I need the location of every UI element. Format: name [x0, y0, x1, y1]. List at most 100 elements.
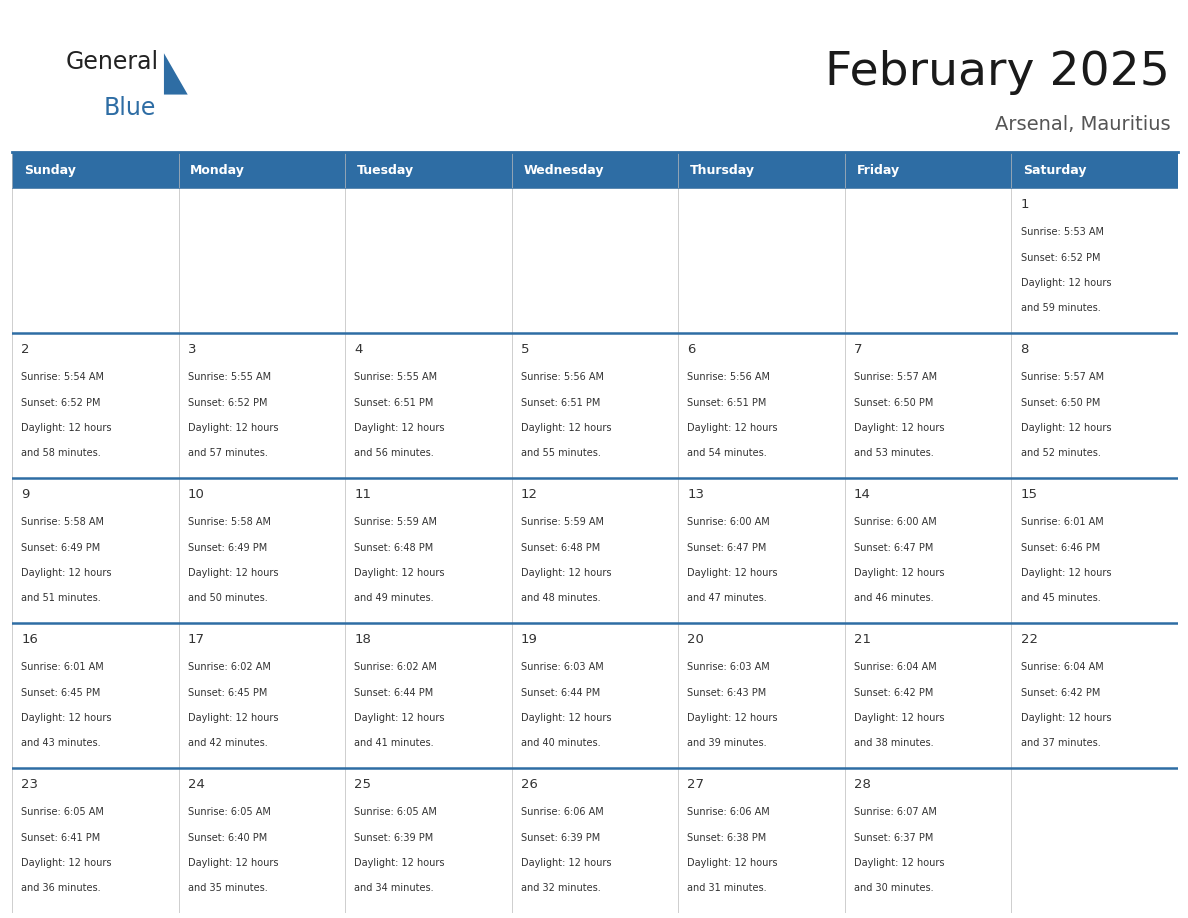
Text: and 37 minutes.: and 37 minutes.: [1020, 738, 1100, 748]
Bar: [512, 153, 678, 188]
Text: Sunset: 6:42 PM: Sunset: 6:42 PM: [854, 688, 934, 698]
Text: Daylight: 12 hours: Daylight: 12 hours: [688, 568, 778, 578]
Text: Sunset: 6:44 PM: Sunset: 6:44 PM: [354, 688, 434, 698]
Bar: [1011, 478, 1178, 623]
Text: Sunrise: 6:04 AM: Sunrise: 6:04 AM: [854, 662, 937, 672]
Text: Sunset: 6:52 PM: Sunset: 6:52 PM: [188, 397, 267, 408]
Bar: [178, 768, 346, 913]
Text: and 32 minutes.: and 32 minutes.: [520, 883, 601, 893]
Text: Sunrise: 6:01 AM: Sunrise: 6:01 AM: [1020, 517, 1104, 527]
Text: Sunrise: 5:56 AM: Sunrise: 5:56 AM: [688, 372, 771, 382]
Text: 1: 1: [1020, 198, 1029, 211]
Bar: [178, 188, 346, 333]
Bar: [12, 153, 178, 188]
Bar: [346, 623, 512, 768]
Text: 18: 18: [354, 633, 371, 646]
Text: Daylight: 12 hours: Daylight: 12 hours: [520, 568, 612, 578]
Text: Sunrise: 6:00 AM: Sunrise: 6:00 AM: [854, 517, 937, 527]
Text: Sunrise: 6:02 AM: Sunrise: 6:02 AM: [354, 662, 437, 672]
Text: Sunrise: 5:59 AM: Sunrise: 5:59 AM: [354, 517, 437, 527]
Bar: [346, 478, 512, 623]
Text: Sunset: 6:39 PM: Sunset: 6:39 PM: [354, 833, 434, 843]
Text: Daylight: 12 hours: Daylight: 12 hours: [688, 713, 778, 722]
Text: Daylight: 12 hours: Daylight: 12 hours: [354, 423, 444, 433]
Text: Daylight: 12 hours: Daylight: 12 hours: [854, 713, 944, 722]
Text: 8: 8: [1020, 343, 1029, 356]
Text: 23: 23: [21, 778, 38, 791]
Bar: [12, 623, 178, 768]
Bar: [678, 333, 845, 478]
Text: Daylight: 12 hours: Daylight: 12 hours: [1020, 568, 1111, 578]
Text: and 58 minutes.: and 58 minutes.: [21, 448, 101, 458]
Text: 12: 12: [520, 488, 538, 501]
Text: Sunset: 6:39 PM: Sunset: 6:39 PM: [520, 833, 600, 843]
Text: and 59 minutes.: and 59 minutes.: [1020, 303, 1100, 313]
Text: and 45 minutes.: and 45 minutes.: [1020, 593, 1100, 603]
Text: 13: 13: [688, 488, 704, 501]
Text: 22: 22: [1020, 633, 1037, 646]
Text: General: General: [65, 50, 158, 74]
Text: and 53 minutes.: and 53 minutes.: [854, 448, 934, 458]
Bar: [512, 188, 678, 333]
Text: 5: 5: [520, 343, 530, 356]
Text: Tuesday: Tuesday: [356, 164, 413, 177]
Bar: [1011, 333, 1178, 478]
Text: Daylight: 12 hours: Daylight: 12 hours: [520, 423, 612, 433]
Text: 2: 2: [21, 343, 30, 356]
Bar: [678, 623, 845, 768]
Text: Sunrise: 5:57 AM: Sunrise: 5:57 AM: [854, 372, 937, 382]
Text: and 30 minutes.: and 30 minutes.: [854, 883, 934, 893]
Text: Sunset: 6:45 PM: Sunset: 6:45 PM: [21, 688, 101, 698]
Text: Daylight: 12 hours: Daylight: 12 hours: [520, 713, 612, 722]
Text: Daylight: 12 hours: Daylight: 12 hours: [1020, 423, 1111, 433]
Text: Sunset: 6:47 PM: Sunset: 6:47 PM: [854, 543, 934, 553]
Text: Daylight: 12 hours: Daylight: 12 hours: [21, 713, 112, 722]
Text: and 39 minutes.: and 39 minutes.: [688, 738, 767, 748]
Text: Sunrise: 6:04 AM: Sunrise: 6:04 AM: [1020, 662, 1104, 672]
Text: and 36 minutes.: and 36 minutes.: [21, 883, 101, 893]
Text: and 50 minutes.: and 50 minutes.: [188, 593, 267, 603]
Text: Sunset: 6:40 PM: Sunset: 6:40 PM: [188, 833, 267, 843]
Text: 6: 6: [688, 343, 696, 356]
Bar: [346, 333, 512, 478]
Text: Sunrise: 6:00 AM: Sunrise: 6:00 AM: [688, 517, 770, 527]
Bar: [512, 623, 678, 768]
Text: Sunset: 6:48 PM: Sunset: 6:48 PM: [520, 543, 600, 553]
Text: Friday: Friday: [857, 164, 899, 177]
Text: 14: 14: [854, 488, 871, 501]
Text: Sunset: 6:51 PM: Sunset: 6:51 PM: [354, 397, 434, 408]
Text: and 56 minutes.: and 56 minutes.: [354, 448, 434, 458]
Text: Daylight: 12 hours: Daylight: 12 hours: [21, 568, 112, 578]
Text: Daylight: 12 hours: Daylight: 12 hours: [188, 423, 278, 433]
Text: Daylight: 12 hours: Daylight: 12 hours: [21, 858, 112, 868]
Text: Daylight: 12 hours: Daylight: 12 hours: [520, 858, 612, 868]
Text: and 31 minutes.: and 31 minutes.: [688, 883, 767, 893]
Text: Thursday: Thursday: [690, 164, 754, 177]
Bar: [678, 478, 845, 623]
Text: 28: 28: [854, 778, 871, 791]
Text: and 49 minutes.: and 49 minutes.: [354, 593, 434, 603]
Text: Sunset: 6:42 PM: Sunset: 6:42 PM: [1020, 688, 1100, 698]
Text: and 57 minutes.: and 57 minutes.: [188, 448, 267, 458]
Text: and 54 minutes.: and 54 minutes.: [688, 448, 767, 458]
Text: Sunset: 6:49 PM: Sunset: 6:49 PM: [21, 543, 101, 553]
Text: Saturday: Saturday: [1023, 164, 1087, 177]
Text: 7: 7: [854, 343, 862, 356]
Text: 11: 11: [354, 488, 372, 501]
Text: and 34 minutes.: and 34 minutes.: [354, 883, 434, 893]
Text: and 47 minutes.: and 47 minutes.: [688, 593, 767, 603]
Text: Sunrise: 5:55 AM: Sunrise: 5:55 AM: [188, 372, 271, 382]
Bar: [12, 478, 178, 623]
Text: 9: 9: [21, 488, 30, 501]
Text: and 42 minutes.: and 42 minutes.: [188, 738, 267, 748]
Text: Daylight: 12 hours: Daylight: 12 hours: [354, 713, 444, 722]
Bar: [1011, 153, 1178, 188]
Text: Sunrise: 6:05 AM: Sunrise: 6:05 AM: [21, 807, 105, 817]
Text: Monday: Monday: [190, 164, 245, 177]
Text: Sunrise: 5:58 AM: Sunrise: 5:58 AM: [21, 517, 105, 527]
Bar: [178, 153, 346, 188]
Text: Sunset: 6:46 PM: Sunset: 6:46 PM: [1020, 543, 1100, 553]
Text: Sunset: 6:50 PM: Sunset: 6:50 PM: [854, 397, 934, 408]
Text: Wednesday: Wednesday: [524, 164, 604, 177]
Text: Sunset: 6:41 PM: Sunset: 6:41 PM: [21, 833, 101, 843]
